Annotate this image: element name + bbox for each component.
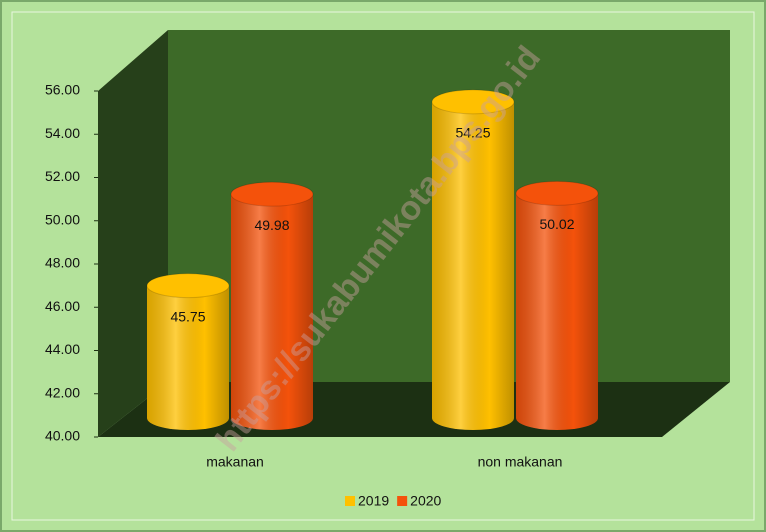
bar-shade [231,194,313,430]
y-tick-label: 50.00 [45,211,80,227]
x-tick-label: non makanan [478,454,563,470]
value-label: 45.75 [170,308,205,324]
legend-swatch [345,496,355,506]
y-tick-label: 48.00 [45,255,80,271]
y-tick-label: 40.00 [45,428,80,444]
y-tick-label: 46.00 [45,298,80,314]
plot-frame [11,11,755,521]
bar-shade [516,193,598,430]
y-tick-label: 44.00 [45,341,80,357]
value-label: 50.02 [539,216,574,232]
bar-top [146,273,230,299]
value-label: 49.98 [254,217,289,233]
y-tick-label: 52.00 [45,168,80,184]
legend-label: 2019 [358,493,389,509]
legend-swatch [397,496,408,506]
y-tick-label: 56.00 [45,82,80,98]
y-tick-label: 42.00 [45,384,80,400]
bar-shade [147,285,229,430]
y-tick-label: 54.00 [45,125,80,141]
value-label: 54.25 [455,125,490,141]
bar-top [431,89,515,115]
bar-top [230,181,314,207]
bar-top [515,180,599,206]
bar-shade [432,101,514,430]
legend-label: 2020 [410,493,441,509]
x-tick-label: makanan [206,454,264,470]
